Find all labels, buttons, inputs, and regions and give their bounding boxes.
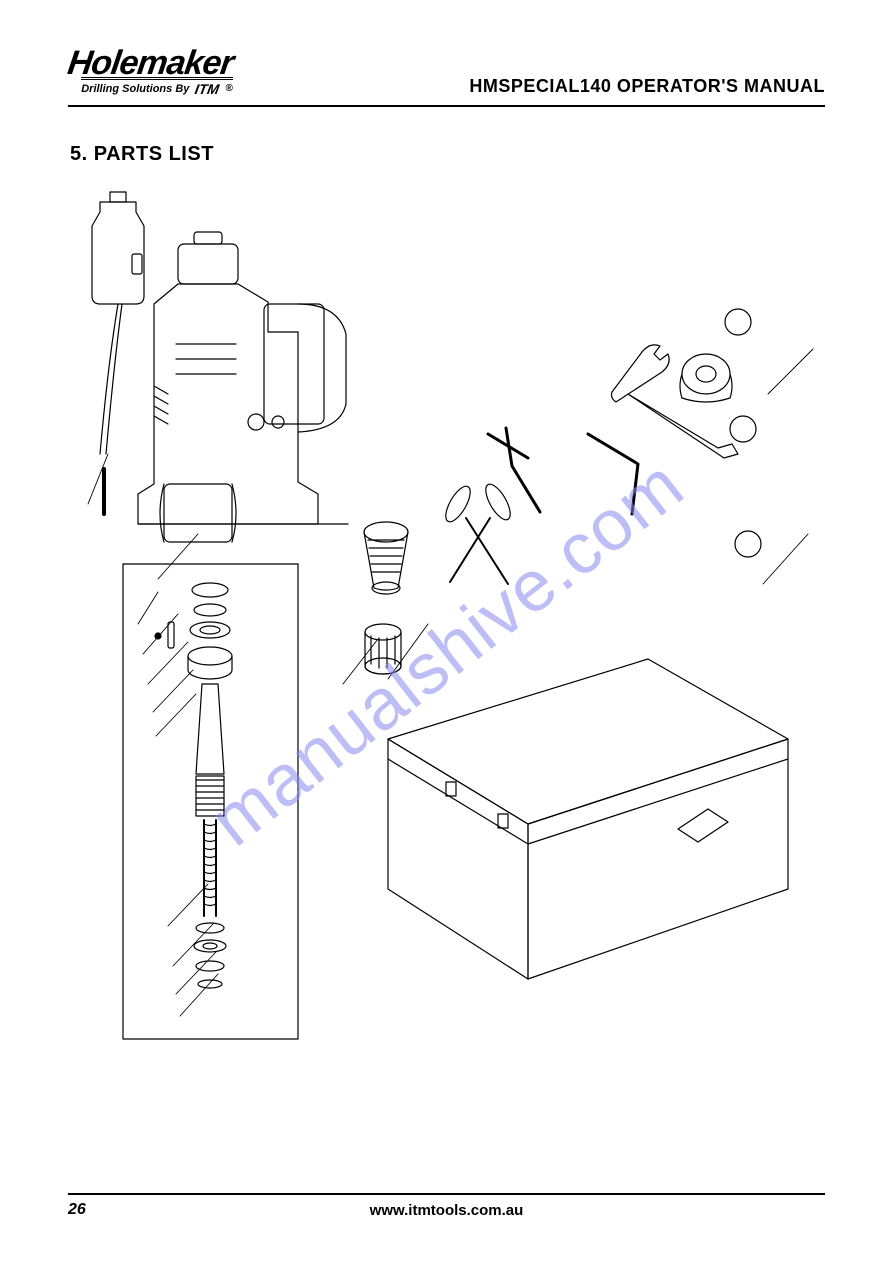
- tagline-text: Drilling Solutions By: [81, 83, 189, 95]
- leader-line: [153, 670, 193, 712]
- case-latch: [498, 814, 508, 828]
- logo-block: Holemaker Drilling Solutions By ITM ®: [68, 48, 233, 97]
- leader-line: [173, 924, 213, 966]
- reference-circle: [730, 416, 756, 442]
- t-hex-key-icon: [488, 428, 540, 512]
- brand-wordmark: Holemaker: [66, 48, 235, 79]
- section-title: 5. PARTS LIST: [70, 143, 825, 166]
- case-latch: [446, 782, 456, 796]
- leader-line: [763, 534, 808, 584]
- leader-line: [138, 592, 158, 624]
- screwdrivers-icon: [441, 480, 515, 583]
- case-side: [528, 739, 788, 979]
- drill-machine-icon: [138, 232, 348, 542]
- case-handle: [678, 809, 728, 842]
- leader-line: [168, 884, 208, 926]
- drift-key-icon: [628, 394, 738, 458]
- footer-rule: [68, 1193, 825, 1195]
- leader-line: [148, 642, 188, 684]
- inset-contents-icon: [155, 583, 232, 988]
- page-header: Holemaker Drilling Solutions By ITM ® HM…: [68, 48, 825, 103]
- registered-mark: ®: [226, 83, 233, 94]
- leader-line: [156, 694, 196, 736]
- tape-roll-icon: [680, 354, 732, 402]
- reference-circle: [725, 309, 751, 335]
- case-lid-line: [388, 759, 788, 844]
- case-top: [388, 659, 788, 824]
- leader-line: [388, 624, 428, 679]
- hex-key-icon: [588, 434, 638, 514]
- parts-diagram: manualshive.com: [68, 184, 825, 1054]
- coolant-bottle-icon: [92, 192, 144, 514]
- footer-url: www.itmtools.com.au: [68, 1202, 825, 1219]
- document-title: HMSPECIAL140 OPERATOR'S MANUAL: [469, 76, 825, 97]
- parts-diagram-svg: [68, 184, 825, 1054]
- leader-line: [343, 639, 378, 684]
- wrench-icon: [612, 344, 670, 401]
- reference-circle: [735, 531, 761, 557]
- footer-row: 26 www.itmtools.com.au: [68, 1201, 825, 1219]
- leader-line: [768, 349, 813, 394]
- page-footer: 26 www.itmtools.com.au: [68, 1193, 825, 1219]
- manual-page: Holemaker Drilling Solutions By ITM ® HM…: [0, 0, 893, 1263]
- leader-line: [180, 974, 218, 1016]
- sleeve-icon: [364, 522, 408, 594]
- header-rule: [68, 105, 825, 107]
- inset-box: [123, 564, 298, 1039]
- case-front: [388, 739, 528, 979]
- sub-brand-wordmark: ITM: [194, 81, 221, 97]
